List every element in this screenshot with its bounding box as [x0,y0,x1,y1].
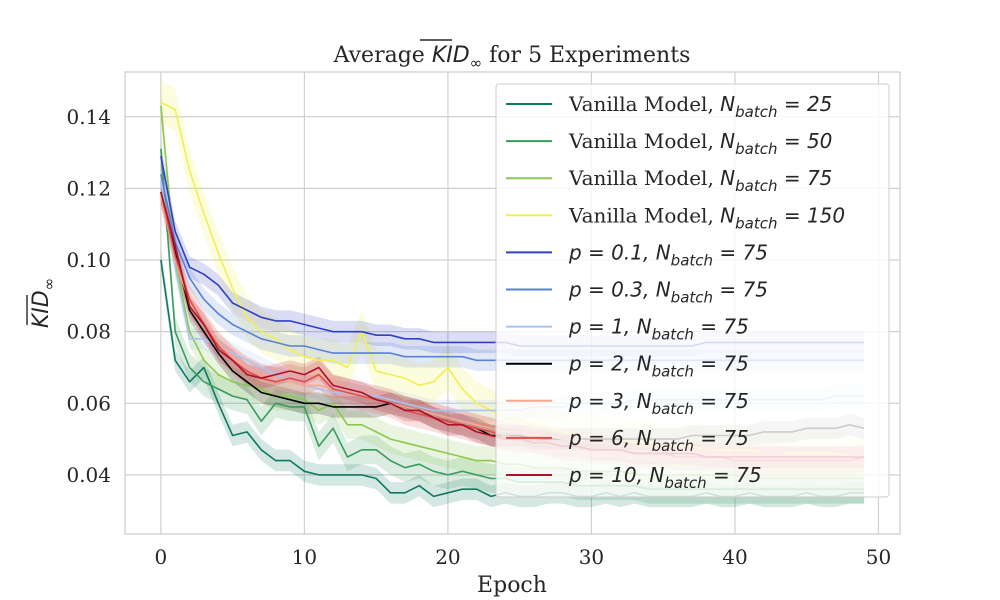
legend-label-part: Vanilla Model, [568,92,720,116]
legend-label-part: = 2, [582,352,637,376]
legend-label-part: = 6, [582,426,637,450]
legend-label-7: p = 1, Nbatch = 75 [568,315,749,344]
chart-title-prefix: Average [333,43,432,68]
legend-label-part: p [568,352,582,376]
legend-label-part: batch [735,214,777,232]
x-tick-label: 50 [866,545,891,569]
legend-label-part: p [568,463,582,487]
series-band-11 [160,181,865,468]
legend-label-part: N [656,278,671,302]
y-tick-label: 0.08 [66,320,111,344]
legend-label-part: N [637,315,652,339]
legend-label-part: N [637,352,652,376]
legend-label-part: batch [671,289,713,307]
series-band-10 [160,177,865,475]
legend-label-6: p = 0.3, Nbatch = 75 [568,278,768,307]
y-tick-label: 0.12 [66,176,111,200]
y-tick-label: 0.14 [66,105,111,129]
legend-label-part: N [720,129,735,153]
x-tick-label: 10 [292,545,317,569]
series-band-4 [160,81,865,479]
legend-label-part: N [720,166,735,190]
legend-label-1: Vanilla Model, Nbatch = 25 [568,92,832,121]
legend-label-part: batch [652,400,694,418]
legend-label-part: p [568,278,582,302]
y-axis-label: KID∞ [29,278,58,328]
legend-label-2: Vanilla Model, Nbatch = 50 [568,129,832,158]
series-band-9 [160,184,865,468]
x-tick-label: 40 [722,545,747,569]
legend-label-part: p [568,426,582,450]
legend-label-part: batch [735,177,777,195]
legend-label-part: = 10, [582,463,650,487]
legend-label-part: = 75 [694,352,749,376]
legend-label-part: batch [652,437,694,455]
y-tick-label: 0.04 [66,463,111,487]
legend-label-part: batch [664,474,706,492]
legend-label-part: Vanilla Model, [568,129,720,153]
chart-title: Average KID∞ for 5 Experiments [333,43,691,72]
legend-label-part: = 150 [777,203,845,227]
y-axis-label-symbol: KID [29,290,54,328]
legend-label-part: = 75 [694,315,749,339]
legend-label-9: p = 3, Nbatch = 75 [568,389,749,418]
legend-label-part: batch [671,251,713,269]
legend-label-part: = 0.3, [582,278,656,302]
legend-label-part: = 75 [713,240,768,264]
legend-label-part: = 75 [777,166,832,190]
legend-label-part: N [637,389,652,413]
legend-label-part: = 75 [707,463,762,487]
legend-label-part: = 75 [694,389,749,413]
legend-label-part: = 0.1, [582,240,656,264]
y-axis-label-subscript: ∞ [40,278,58,291]
x-tick-label: 20 [435,545,460,569]
legend-label-11: p = 10, Nbatch = 75 [568,463,762,492]
legend-label-part: N [720,203,735,227]
legend-label-part: N [637,426,652,450]
legend-label-part: Vanilla Model, [568,203,720,227]
x-axis-label: Epoch [477,573,547,598]
chart-title-symbol: KID [432,43,470,68]
legend-label-part: N [720,92,735,116]
y-tick-label: 0.06 [66,391,111,415]
legend-label-part: batch [735,140,777,158]
x-ticks: 0 10 20 30 40 50 [155,545,892,569]
x-tick-label: 30 [579,545,604,569]
legend-label-3: Vanilla Model, Nbatch = 75 [568,166,832,195]
chart-title-suffix: for 5 Experiments [482,43,690,68]
legend-label-part: Vanilla Model, [568,166,720,190]
legend-label-10: p = 6, Nbatch = 75 [568,426,749,455]
legend-label-5: p = 0.1, Nbatch = 75 [568,240,768,269]
x-tick-label: 0 [155,545,168,569]
legend-label-part: = 75 [694,426,749,450]
y-ticks: 0.04 0.06 0.08 0.10 0.12 0.14 [66,105,111,487]
legend-label-part: = 25 [777,92,832,116]
legend-box [495,83,890,498]
legend-label-part: = 75 [713,278,768,302]
y-tick-label: 0.10 [66,248,111,272]
legend-label-part: = 3, [582,389,637,413]
legend-label-part: = 50 [777,129,832,153]
legend-label-part: batch [652,326,694,344]
legend-label-part: batch [735,103,777,121]
legend-label-8: p = 2, Nbatch = 75 [568,352,749,381]
legend-label-part: batch [652,363,694,381]
legend-label-part: p [568,315,582,339]
legend-label-part: p [568,389,582,413]
legend-label-4: Vanilla Model, Nbatch = 150 [568,203,845,232]
legend-label-part: p [568,240,582,264]
legend-label-part: N [649,463,664,487]
legend-label-part: N [656,240,671,264]
chart-title-subscript: ∞ [470,54,483,72]
legend-label-part: = 1, [582,315,637,339]
